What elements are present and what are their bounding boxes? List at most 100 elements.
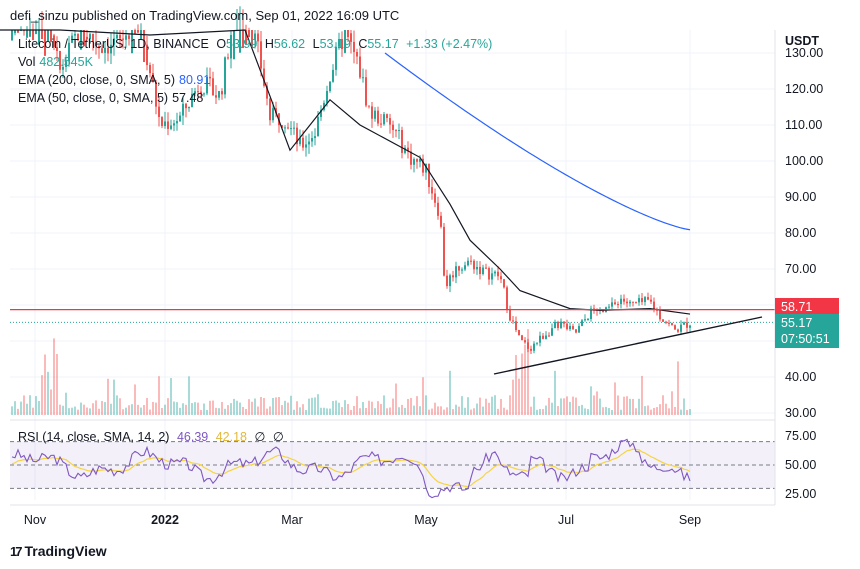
candle-body — [518, 330, 520, 336]
volume-bar — [413, 405, 415, 415]
volume-bar — [53, 338, 55, 415]
time-tick-label: May — [414, 513, 438, 527]
candle-body — [488, 268, 490, 280]
candle-body — [491, 273, 493, 280]
candle-body — [404, 147, 406, 153]
ema200-label: EMA (200, close, 0, SMA, 5) — [18, 73, 176, 87]
candle-body — [641, 298, 643, 303]
candle-body — [38, 30, 40, 45]
candle-body — [326, 90, 328, 103]
candle-body — [71, 35, 73, 43]
volume-bar — [464, 407, 466, 415]
volume-bar — [551, 402, 553, 415]
volume-bar — [158, 376, 160, 415]
volume-bar — [74, 406, 76, 415]
candle-body — [581, 320, 583, 327]
volume-bar — [602, 407, 604, 415]
volume-bar — [281, 405, 283, 415]
volume-bar — [233, 398, 235, 415]
volume-bar — [410, 398, 412, 415]
volume-bar — [296, 401, 298, 415]
volume-bar — [176, 402, 178, 415]
volume-bar — [257, 406, 259, 415]
volume-bar — [59, 404, 61, 415]
volume-bar — [656, 407, 658, 415]
volume-bar — [593, 395, 595, 415]
volume-bar — [263, 398, 265, 415]
time-tick-label: Nov — [24, 513, 47, 527]
volume-bar — [185, 404, 187, 415]
candle-body — [671, 323, 673, 326]
volume-bar — [608, 408, 610, 415]
candle-body — [617, 304, 619, 306]
candle-body — [314, 136, 316, 139]
volume-bar — [629, 398, 631, 415]
tradingview-logo[interactable]: 17 TradingView — [10, 543, 107, 559]
candle-body — [182, 103, 184, 116]
candle-body — [674, 325, 676, 330]
candle-body — [350, 33, 352, 42]
candle-body — [281, 125, 283, 128]
volume-bar — [599, 398, 601, 415]
volume-bar — [575, 397, 577, 415]
price-tick-label: 70.00 — [785, 262, 816, 276]
volume-bar — [416, 396, 418, 415]
volume-bar — [590, 386, 592, 415]
candle-body — [65, 61, 67, 67]
volume-bar — [83, 404, 85, 415]
volume-bar — [389, 407, 391, 415]
candle-body — [119, 34, 121, 39]
time-tick-label: Sep — [679, 513, 701, 527]
candle-body — [377, 110, 379, 124]
volume-bar — [206, 409, 208, 415]
volume-bar — [242, 406, 244, 415]
volume-bar — [32, 407, 34, 415]
candle-body — [131, 30, 133, 54]
volume-bar — [155, 402, 157, 415]
volume-bar — [227, 405, 229, 415]
candle-body — [11, 30, 13, 41]
volume-bar — [221, 402, 223, 415]
candle-body — [539, 335, 541, 343]
rsi-tick-label: 50.00 — [785, 458, 816, 472]
volume-bar — [356, 396, 358, 415]
candle-body — [269, 98, 271, 121]
candle-body — [386, 114, 388, 119]
candle-body — [272, 108, 274, 121]
candle-body — [659, 310, 661, 320]
volume-bar — [449, 370, 451, 415]
price-tick-label: 100.00 — [785, 154, 823, 168]
candle-body — [290, 128, 292, 130]
volume-bar — [596, 391, 598, 415]
volume-bar — [209, 400, 211, 415]
volume-bar — [326, 408, 328, 415]
c-value: 55.17 — [367, 37, 399, 51]
candle-body — [41, 30, 43, 40]
candle-body — [116, 34, 118, 39]
candle-body — [419, 158, 421, 162]
candle-body — [347, 30, 349, 38]
candle-body — [86, 36, 88, 40]
currency-label: USDT — [785, 34, 819, 48]
tradingview-wordmark: TradingView — [24, 543, 107, 559]
h-label: H — [264, 37, 274, 51]
volume-bar — [425, 395, 427, 415]
volume-bar — [572, 396, 574, 415]
volume-bar — [527, 329, 529, 415]
candle-body — [380, 123, 382, 125]
volume-bar — [578, 405, 580, 415]
volume-bar — [269, 406, 271, 415]
volume-bar — [134, 384, 136, 415]
candle-body — [194, 91, 196, 94]
candle-body — [266, 85, 268, 99]
candle-body — [458, 266, 460, 271]
volume-bar — [44, 354, 46, 415]
volume-bar — [212, 400, 214, 415]
candle-body — [503, 279, 505, 288]
na-2: ∅ — [272, 430, 284, 444]
volume-bar — [332, 400, 334, 415]
candle-body — [296, 127, 298, 145]
volume-bar — [260, 396, 262, 415]
volume-bar — [251, 401, 253, 415]
candle-body — [179, 115, 181, 122]
